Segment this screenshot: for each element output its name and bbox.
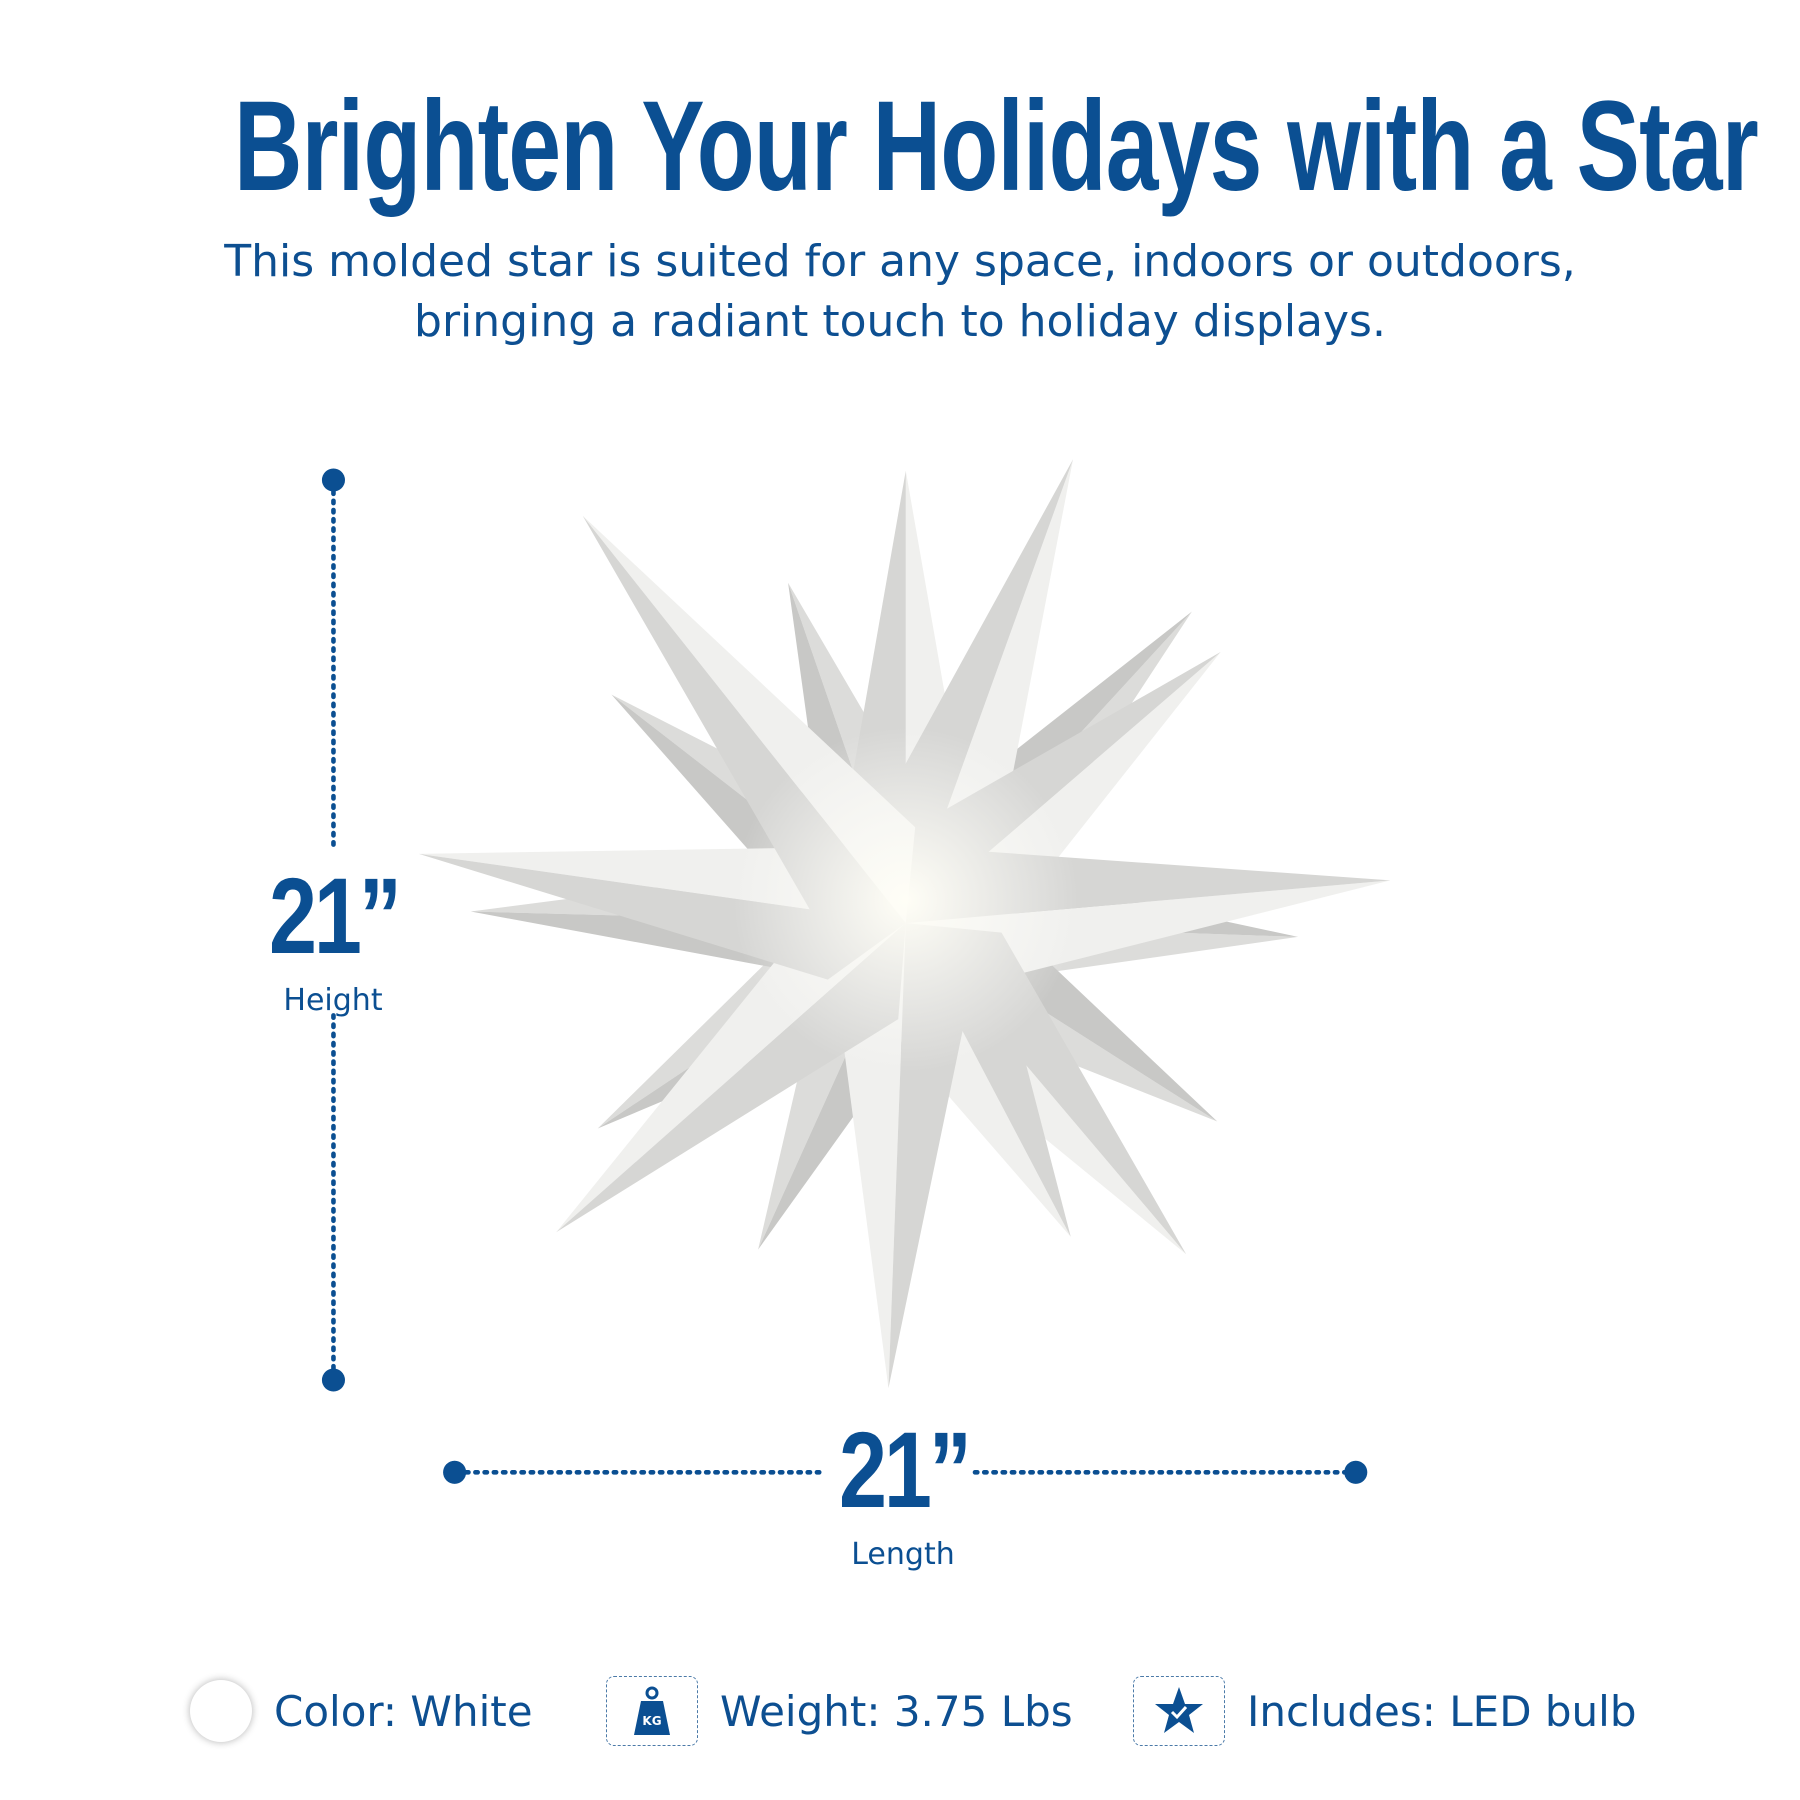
subtitle: This molded star is suited for any space… — [0, 232, 1800, 352]
moravian-star-image — [418, 459, 1391, 1389]
subtitle-line: This molded star is suited for any space… — [224, 236, 1576, 287]
star-glow — [732, 726, 1079, 1074]
feature-text: Color: White — [274, 1686, 533, 1736]
star-check-icon — [1133, 1676, 1225, 1746]
height-label: Height — [283, 983, 383, 1018]
kg-label: KG — [642, 1714, 661, 1728]
length-dimension-line — [443, 1460, 1368, 1484]
height-dimension-line — [321, 468, 345, 1392]
length-label: Length — [851, 1537, 955, 1572]
feature-text: Includes: LED bulb — [1247, 1686, 1637, 1736]
feature-text: Weight: 3.75 Lbs — [720, 1686, 1073, 1736]
feature-bulb: Includes: LED bulb — [1133, 1676, 1637, 1746]
subtitle-line: bringing a radiant touch to holiday disp… — [414, 296, 1386, 347]
length-value: 21” — [839, 1409, 972, 1530]
kg-weight-icon: KG — [606, 1676, 698, 1746]
white-color-swatch — [190, 1680, 252, 1742]
height-value: 21” — [269, 855, 402, 976]
feature-weight: KG Weight: 3.75 Lbs — [606, 1676, 1073, 1746]
page-title: Brighten Your Holidays with a Star — [234, 75, 1759, 218]
feature-color: Color: White — [190, 1676, 533, 1746]
height-dimension: 21” Height — [253, 851, 413, 1021]
length-dimension: 21” Length — [823, 1405, 983, 1575]
